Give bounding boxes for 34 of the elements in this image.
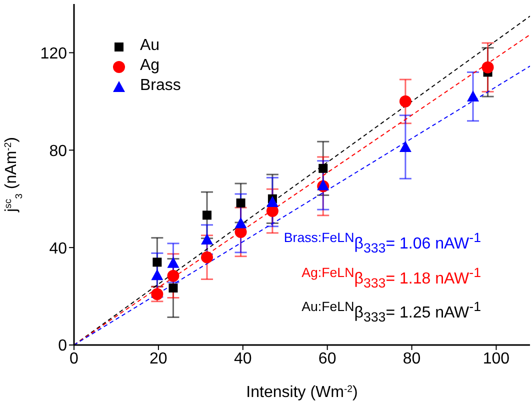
point bbox=[467, 90, 479, 102]
point bbox=[201, 251, 213, 264]
point bbox=[151, 269, 164, 280]
y-tick-label: 80 bbox=[49, 142, 68, 160]
point bbox=[202, 210, 212, 220]
x-tick-label: 0 bbox=[70, 350, 79, 368]
point bbox=[167, 256, 180, 268]
point bbox=[168, 284, 178, 293]
y-tick-label: 120 bbox=[40, 45, 68, 62]
y-tick-label: 0 bbox=[58, 338, 68, 355]
legend-label: Au bbox=[140, 37, 160, 54]
legend-label: Ag bbox=[140, 57, 160, 74]
y-tick-label: 40 bbox=[49, 240, 68, 258]
point bbox=[399, 95, 412, 108]
legend-label: Brass bbox=[140, 77, 181, 94]
annotation: $^{Ag:FeLN}$β$_{333}$= 1.18 nAW$^{-1}$ bbox=[300, 264, 481, 292]
point bbox=[152, 258, 162, 267]
annotation: $^{Au:FeLN}$β$_{333}$= 1.25 nAW$^{-1}$ bbox=[300, 298, 481, 327]
x-tick-label: 80 bbox=[402, 350, 421, 368]
point bbox=[201, 234, 213, 245]
x-tick-label: 20 bbox=[150, 350, 168, 368]
x-tick-label: 100 bbox=[482, 350, 510, 368]
point bbox=[482, 61, 494, 74]
point bbox=[318, 164, 328, 173]
x-tick-label: 40 bbox=[234, 350, 252, 368]
point bbox=[266, 196, 278, 208]
point bbox=[236, 198, 246, 208]
point bbox=[167, 270, 180, 282]
point bbox=[399, 140, 412, 152]
x-axis-title: Intensity (Wm$^{-2}$) bbox=[246, 384, 358, 401]
x-tick-label: 60 bbox=[318, 350, 336, 368]
point bbox=[151, 288, 164, 300]
annotation: $^{Brass:FeLN}$β$_{333}$= 1.06 nAW$^{-1}$ bbox=[284, 229, 481, 258]
point bbox=[234, 217, 247, 228]
